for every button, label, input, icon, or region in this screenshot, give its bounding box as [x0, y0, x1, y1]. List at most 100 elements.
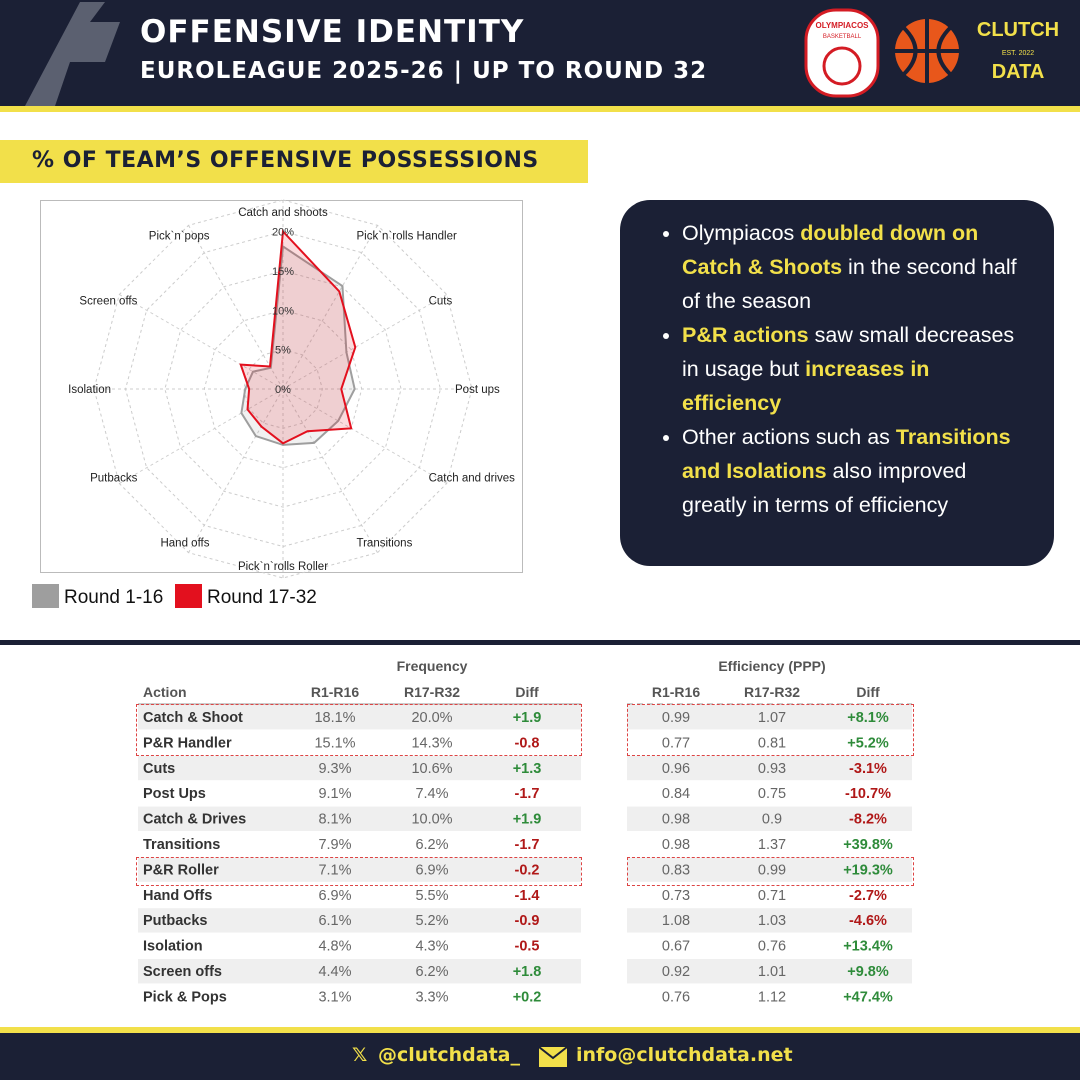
brand-est: EST. 2022	[1002, 50, 1034, 57]
value-cell: 0.71	[758, 888, 786, 904]
diff-cell: +1.9	[513, 710, 542, 726]
value-cell: 0.84	[662, 786, 690, 802]
diff-cell: -0.8	[515, 735, 540, 751]
value-cell: 0.75	[758, 786, 786, 802]
column-header: R1-R16	[652, 684, 700, 700]
spoke	[188, 388, 284, 553]
value-cell: 9.3%	[318, 761, 351, 777]
spoke	[282, 294, 447, 390]
value-cell: 4.8%	[318, 939, 351, 955]
highlight-box	[136, 704, 582, 756]
value-cell: 0.67	[662, 939, 690, 955]
spoke	[119, 294, 284, 390]
value-cell: 1.08	[662, 913, 690, 929]
row-band	[138, 755, 581, 781]
value-cell: 9.1%	[318, 786, 351, 802]
legend-label: Round 1-16	[64, 587, 163, 608]
bullet: P&R actions saw small decreases in usage…	[682, 318, 1034, 420]
diff-cell: -0.9	[515, 913, 540, 929]
row-band	[138, 857, 581, 882]
row-band	[138, 806, 581, 831]
logos: OLYMPIACOS BASKETBALL CLUTCH EST. 2022 D…	[804, 8, 1059, 98]
bullet-text: also improved greatly in terms of effici…	[682, 459, 967, 517]
value-cell: 6.2%	[415, 837, 448, 853]
diff-cell: -0.2	[515, 862, 540, 878]
value-cell: 7.9%	[318, 837, 351, 853]
action-cell: Putbacks	[143, 913, 207, 929]
action-cell: Pick & Pops	[143, 989, 227, 1005]
header: OFFENSIVE IDENTITY EUROLEAGUE 2025-26 | …	[0, 0, 1080, 106]
row-band	[138, 959, 581, 984]
team-logo: OLYMPIACOS	[815, 21, 869, 30]
axis-label: Catch and shoots	[238, 207, 328, 219]
group-header: Frequency	[397, 658, 468, 674]
axis-label: Pick`n`rolls Handler	[357, 231, 458, 243]
bullet-text: saw small decreases in usage but	[682, 323, 1015, 381]
series-area	[239, 229, 357, 445]
mail-icon	[538, 1046, 568, 1067]
axis-label: Putbacks	[90, 473, 138, 485]
value-cell: 0.93	[758, 761, 786, 777]
highlight-box	[136, 857, 582, 886]
value-cell: 0.98	[662, 812, 690, 828]
highlight-box	[627, 704, 914, 756]
section-title: % OF TEAM’S OFFENSIVE POSSESSIONS	[32, 148, 539, 173]
action-cell: Transitions	[143, 837, 220, 853]
diff-cell: -2.7%	[849, 888, 887, 904]
r-tick-label: 20%	[272, 227, 294, 239]
value-cell: 4.4%	[318, 964, 351, 980]
footer-rule	[0, 1027, 1080, 1033]
axis-label: Cuts	[429, 296, 453, 308]
column-header: Diff	[515, 684, 539, 700]
axis-label: Screen offs	[79, 296, 137, 308]
grid-ring	[243, 349, 323, 429]
row-band	[138, 705, 581, 730]
value-cell: 7.4%	[415, 786, 448, 802]
column-header: Action	[143, 684, 187, 700]
axis-label: Isolation	[68, 384, 111, 396]
action-cell: Catch & Shoot	[143, 710, 243, 726]
diff-cell: -4.6%	[849, 913, 887, 929]
spoke	[119, 388, 284, 484]
value-cell: 6.9%	[318, 888, 351, 904]
action-cell: Isolation	[143, 939, 203, 955]
value-cell: 8.1%	[318, 812, 351, 828]
value-cell: 1.01	[758, 964, 786, 980]
diff-cell: -3.1%	[849, 761, 887, 777]
x-icon: 𝕏	[352, 1044, 368, 1066]
axis-label: Pick`n`rolls Roller	[238, 561, 328, 573]
diff-cell: +47.4%	[843, 989, 893, 1005]
bullet-text: Other actions such as	[682, 425, 896, 449]
row-band	[627, 705, 912, 730]
diff-cell: +1.8	[513, 964, 542, 980]
row-band	[138, 908, 581, 933]
diff-cell: +8.1%	[847, 710, 889, 726]
highlight-box	[627, 857, 914, 886]
value-cell: 1.03	[758, 913, 786, 929]
brand-bottom: DATA	[992, 61, 1045, 83]
value-cell: 20.0%	[411, 710, 452, 726]
action-cell: P&R Roller	[143, 862, 219, 878]
diff-cell: -8.2%	[849, 812, 887, 828]
value-cell: 7.1%	[318, 862, 351, 878]
title: OFFENSIVE IDENTITY	[140, 14, 525, 50]
diff-cell: +5.2%	[847, 735, 889, 751]
action-cell: Screen offs	[143, 964, 222, 980]
subtitle: EUROLEAGUE 2025-26 | UP TO ROUND 32	[140, 58, 708, 84]
r-tick-label: 15%	[272, 266, 294, 278]
team-logo-sub: BASKETBALL	[823, 34, 862, 40]
value-cell: 0.76	[758, 939, 786, 955]
action-cell: Cuts	[143, 761, 175, 777]
axis-label: Pick`n`pops	[149, 231, 210, 243]
value-cell: 0.99	[758, 862, 786, 878]
value-cell: 14.3%	[411, 735, 452, 751]
highlight-text: increases in efficiency	[682, 357, 930, 415]
column-header: R17-R32	[404, 684, 460, 700]
legend-label: Round 17-32	[207, 587, 317, 608]
value-cell: 0.9	[762, 812, 782, 828]
badge-ring	[822, 46, 862, 86]
diff-cell: +9.8%	[847, 964, 889, 980]
bullet: Olympiacos doubled down on Catch & Shoot…	[682, 216, 1034, 318]
row-band	[627, 857, 912, 882]
legend-swatch	[32, 584, 59, 608]
